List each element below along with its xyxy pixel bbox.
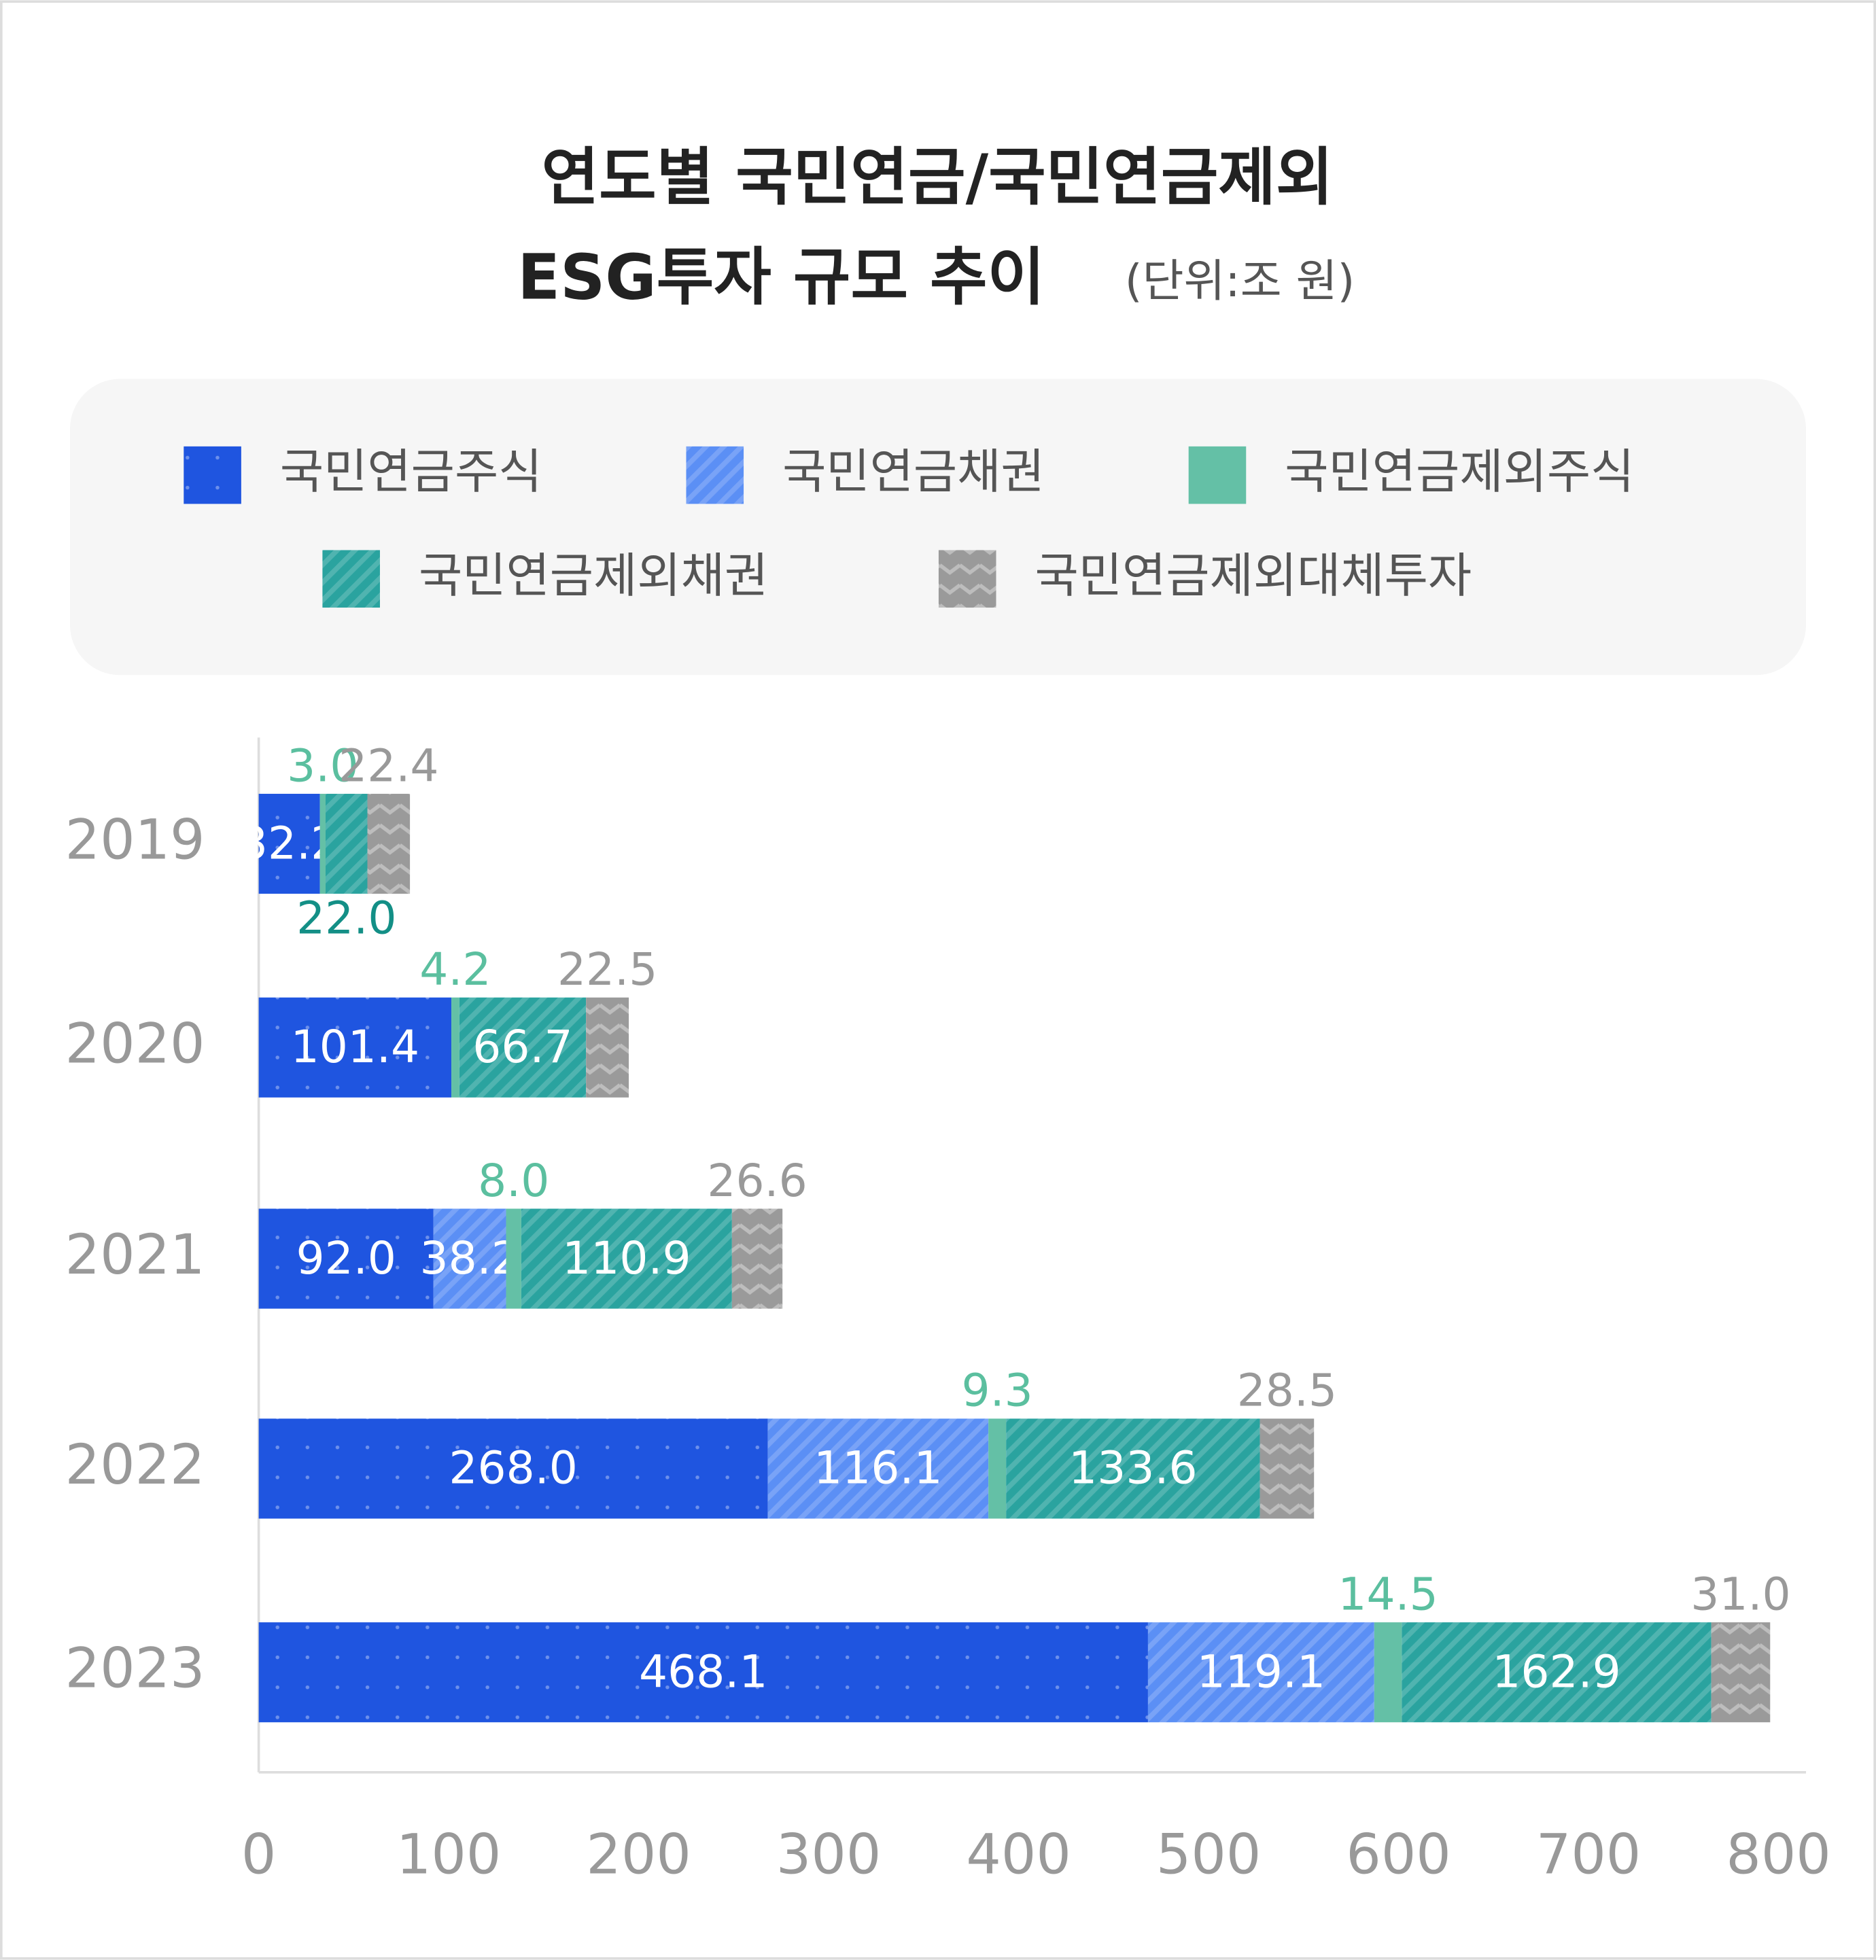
value-label: 22.4 xyxy=(338,739,438,792)
legend-label: 국민연금주식 xyxy=(280,444,542,500)
y-tick-label: 2020 xyxy=(65,1012,205,1076)
unit-label: (단위:조 원) xyxy=(1125,255,1355,307)
legend-swatch xyxy=(938,550,996,608)
x-tick-label: 600 xyxy=(1346,1823,1451,1887)
value-label: 22.0 xyxy=(296,892,396,945)
bar-segment xyxy=(521,1208,732,1309)
x-tick-label: 200 xyxy=(586,1823,691,1887)
y-tick-label: 2022 xyxy=(65,1433,205,1497)
chart-title: 연도별 국민연금/국민연금제외 xyxy=(542,141,1334,213)
value-label: 468.1 xyxy=(639,1645,767,1698)
value-label: 14.5 xyxy=(1338,1568,1438,1620)
bar-segment xyxy=(1006,1418,1260,1519)
chart-title: ESG투자 규모 추이 xyxy=(517,241,1045,314)
bar-segment xyxy=(258,794,320,894)
bar-segment xyxy=(326,794,368,894)
bar-segment xyxy=(258,1418,768,1519)
value-label: 116.1 xyxy=(814,1442,942,1494)
x-tick-label: 700 xyxy=(1536,1823,1641,1887)
x-tick-label: 300 xyxy=(776,1823,881,1887)
value-label: 162.9 xyxy=(1492,1645,1620,1698)
x-tick-label: 500 xyxy=(1156,1823,1261,1887)
bar-segment xyxy=(1147,1622,1374,1723)
legend-label: 국민연금채권 xyxy=(782,444,1045,500)
value-label: 26.6 xyxy=(707,1155,807,1207)
value-label: 110.9 xyxy=(562,1232,691,1284)
bar-segment xyxy=(258,997,452,1098)
legend-swatch xyxy=(686,446,744,504)
legend-swatch xyxy=(322,550,380,608)
value-label: 31.0 xyxy=(1690,1568,1790,1620)
y-tick-label: 2023 xyxy=(65,1637,205,1701)
bar-segment xyxy=(433,1208,506,1309)
value-label: 22.5 xyxy=(557,943,657,996)
value-label: 8.0 xyxy=(478,1155,549,1207)
bar-segment xyxy=(1402,1622,1712,1723)
bar-segment xyxy=(367,794,411,894)
bar-segment xyxy=(258,1208,434,1309)
value-label: 119.1 xyxy=(1197,1645,1325,1698)
value-label: 28.5 xyxy=(1237,1365,1337,1417)
x-tick-label: 0 xyxy=(241,1823,276,1887)
x-tick-label: 400 xyxy=(966,1823,1071,1887)
bar-segment xyxy=(451,997,459,1098)
value-label: 101.4 xyxy=(291,1021,419,1073)
value-label: 268.0 xyxy=(449,1442,577,1494)
legend-swatch xyxy=(1188,446,1247,504)
x-tick-label: 800 xyxy=(1726,1823,1830,1887)
bar-segment xyxy=(319,794,326,894)
bar-segment xyxy=(258,1622,1148,1723)
bar-segment xyxy=(506,1208,521,1309)
bar-segment xyxy=(1374,1622,1402,1723)
value-label: 9.3 xyxy=(962,1365,1033,1417)
x-tick-label: 100 xyxy=(396,1823,501,1887)
bar-segment xyxy=(459,997,587,1098)
bar-segment xyxy=(1260,1418,1315,1519)
value-label: 92.0 xyxy=(296,1232,396,1284)
y-tick-label: 2019 xyxy=(65,809,205,873)
value-label: 4.2 xyxy=(419,943,491,996)
legend-label: 국민연금제외채권 xyxy=(419,548,768,603)
y-tick-label: 2021 xyxy=(65,1223,205,1287)
legend-swatch xyxy=(184,446,241,504)
legend-box xyxy=(69,379,1807,676)
legend-label: 국민연금제외주식 xyxy=(1285,444,1634,500)
bar-segment xyxy=(731,1208,783,1309)
bar-segment xyxy=(1711,1622,1771,1723)
value-label: 66.7 xyxy=(472,1021,572,1073)
bar-segment xyxy=(586,997,629,1098)
bar-segment xyxy=(767,1418,989,1519)
legend-label: 국민연금제외대체투자 xyxy=(1035,548,1472,603)
value-label: 133.6 xyxy=(1069,1442,1197,1494)
value-label: 3.0 xyxy=(287,739,358,792)
bar-segment xyxy=(988,1418,1007,1519)
value-label: 38.2 xyxy=(419,1232,519,1284)
